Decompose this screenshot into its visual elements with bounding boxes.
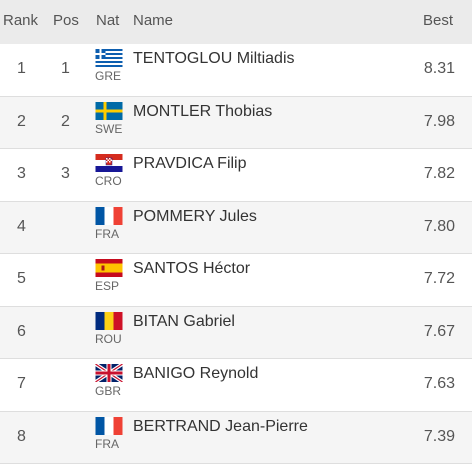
best-cell: 7.39: [424, 428, 455, 446]
header-name[interactable]: Name: [133, 12, 173, 29]
spain-flag-icon: [95, 259, 123, 277]
pos-cell: 1: [61, 60, 70, 78]
athlete-name-link[interactable]: BITAN Gabriel: [133, 313, 235, 331]
rank-cell: 3: [17, 165, 26, 183]
table-row: 8 FRA BERTRAND Jean-Pierre 7.39: [0, 412, 472, 464]
athlete-name-link[interactable]: SANTOS Héctor: [133, 260, 250, 278]
athlete-name-link[interactable]: POMMERY Jules: [133, 208, 257, 226]
uk-flag-icon: [95, 364, 123, 382]
france-flag-icon: [95, 207, 123, 225]
best-cell: 7.98: [424, 113, 455, 131]
athlete-name-link[interactable]: TENTOGLOU Miltiadis: [133, 50, 295, 68]
table-row: 5 ESP SANTOS Héctor 7.72: [0, 254, 472, 307]
best-cell: 7.82: [424, 165, 455, 183]
rank-cell: 8: [17, 428, 26, 446]
nat-code: GRE: [95, 69, 121, 83]
rank-cell: 6: [17, 323, 26, 341]
pos-cell: 3: [61, 165, 70, 183]
greece-flag-icon: [95, 49, 123, 67]
table-row: 4 FRA POMMERY Jules 7.80: [0, 202, 472, 255]
best-cell: 7.72: [424, 270, 455, 288]
nat-code: ROU: [95, 332, 122, 346]
rank-cell: 4: [17, 218, 26, 236]
athlete-name-link[interactable]: BERTRAND Jean-Pierre: [133, 418, 308, 436]
table-row: 2 2 SWE MONTLER Thobias 7.98: [0, 97, 472, 150]
rank-cell: 2: [17, 113, 26, 131]
athlete-name-link[interactable]: MONTLER Thobias: [133, 103, 272, 121]
nat-code: CRO: [95, 174, 122, 188]
nat-code: FRA: [95, 437, 119, 451]
croatia-flag-icon: [95, 154, 123, 172]
france-flag-icon: [95, 417, 123, 435]
header-pos[interactable]: Pos: [53, 12, 79, 29]
header-rank[interactable]: Rank: [3, 12, 38, 29]
romania-flag-icon: [95, 312, 123, 330]
best-cell: 7.80: [424, 218, 455, 236]
sweden-flag-icon: [95, 102, 123, 120]
rank-cell: 7: [17, 375, 26, 393]
best-cell: 7.63: [424, 375, 455, 393]
rank-cell: 5: [17, 270, 26, 288]
table-header: Rank Pos Nat Name Best: [0, 0, 472, 44]
header-nat[interactable]: Nat: [96, 12, 119, 29]
nat-code: FRA: [95, 227, 119, 241]
table-row: 7 GBR BANIGO Reynold 7.63: [0, 359, 472, 412]
header-best[interactable]: Best: [423, 12, 453, 29]
table-row: 3 3 CRO PRAVDICA Filip 7.82: [0, 149, 472, 202]
pos-cell: 2: [61, 113, 70, 131]
table-row: 1 1 GRE TENTOGLOU Miltiadis 8.31: [0, 44, 472, 97]
nat-code: SWE: [95, 122, 122, 136]
best-cell: 7.67: [424, 323, 455, 341]
athlete-name-link[interactable]: BANIGO Reynold: [133, 365, 258, 383]
nat-code: GBR: [95, 384, 121, 398]
athlete-name-link[interactable]: PRAVDICA Filip: [133, 155, 247, 173]
nat-code: ESP: [95, 279, 119, 293]
best-cell: 8.31: [424, 60, 455, 78]
rank-cell: 1: [17, 60, 26, 78]
table-row: 6 ROU BITAN Gabriel 7.67: [0, 307, 472, 360]
